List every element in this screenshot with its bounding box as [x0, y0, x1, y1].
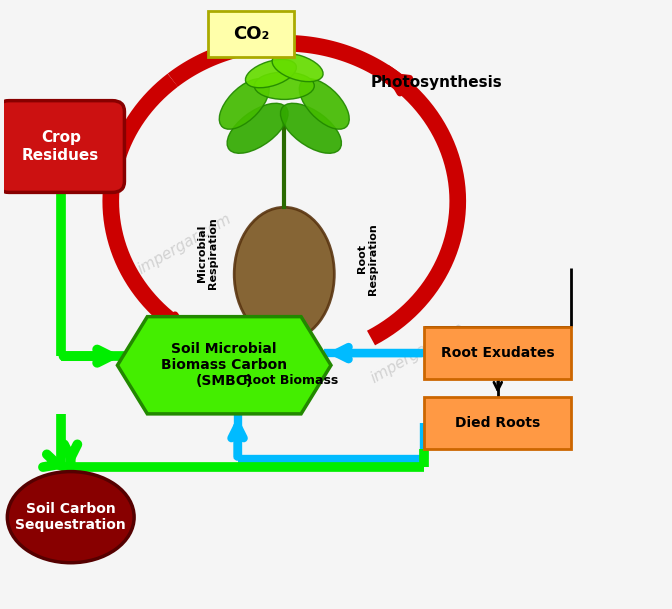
- Ellipse shape: [245, 60, 296, 88]
- Bar: [425, 397, 571, 449]
- Text: Soil Microbial
Biomass Carbon
(SMBC): Soil Microbial Biomass Carbon (SMBC): [161, 342, 287, 389]
- Ellipse shape: [235, 207, 334, 341]
- Text: CO₂: CO₂: [233, 25, 269, 43]
- Ellipse shape: [227, 104, 288, 153]
- Text: Photosynthesis: Photosynthesis: [371, 76, 503, 90]
- Text: Root
Respiration: Root Respiration: [357, 223, 378, 295]
- Bar: [425, 327, 571, 379]
- Text: Crop
Residues: Crop Residues: [22, 130, 99, 163]
- Text: Root Exudates: Root Exudates: [441, 346, 554, 360]
- Text: Microbial
Respiration: Microbial Respiration: [197, 217, 218, 289]
- Bar: [208, 12, 294, 57]
- Text: impergar.com: impergar.com: [368, 320, 467, 386]
- Ellipse shape: [299, 79, 349, 129]
- Text: Root Biomass: Root Biomass: [243, 374, 339, 387]
- Ellipse shape: [280, 104, 341, 153]
- Ellipse shape: [254, 72, 314, 99]
- Ellipse shape: [272, 54, 323, 82]
- Polygon shape: [118, 317, 331, 414]
- FancyBboxPatch shape: [0, 100, 124, 192]
- Ellipse shape: [219, 79, 269, 129]
- Ellipse shape: [7, 471, 134, 563]
- Text: impergar.com: impergar.com: [134, 211, 234, 276]
- Text: Soil Carbon
Sequestration: Soil Carbon Sequestration: [15, 502, 126, 532]
- Text: Died Roots: Died Roots: [455, 416, 540, 430]
